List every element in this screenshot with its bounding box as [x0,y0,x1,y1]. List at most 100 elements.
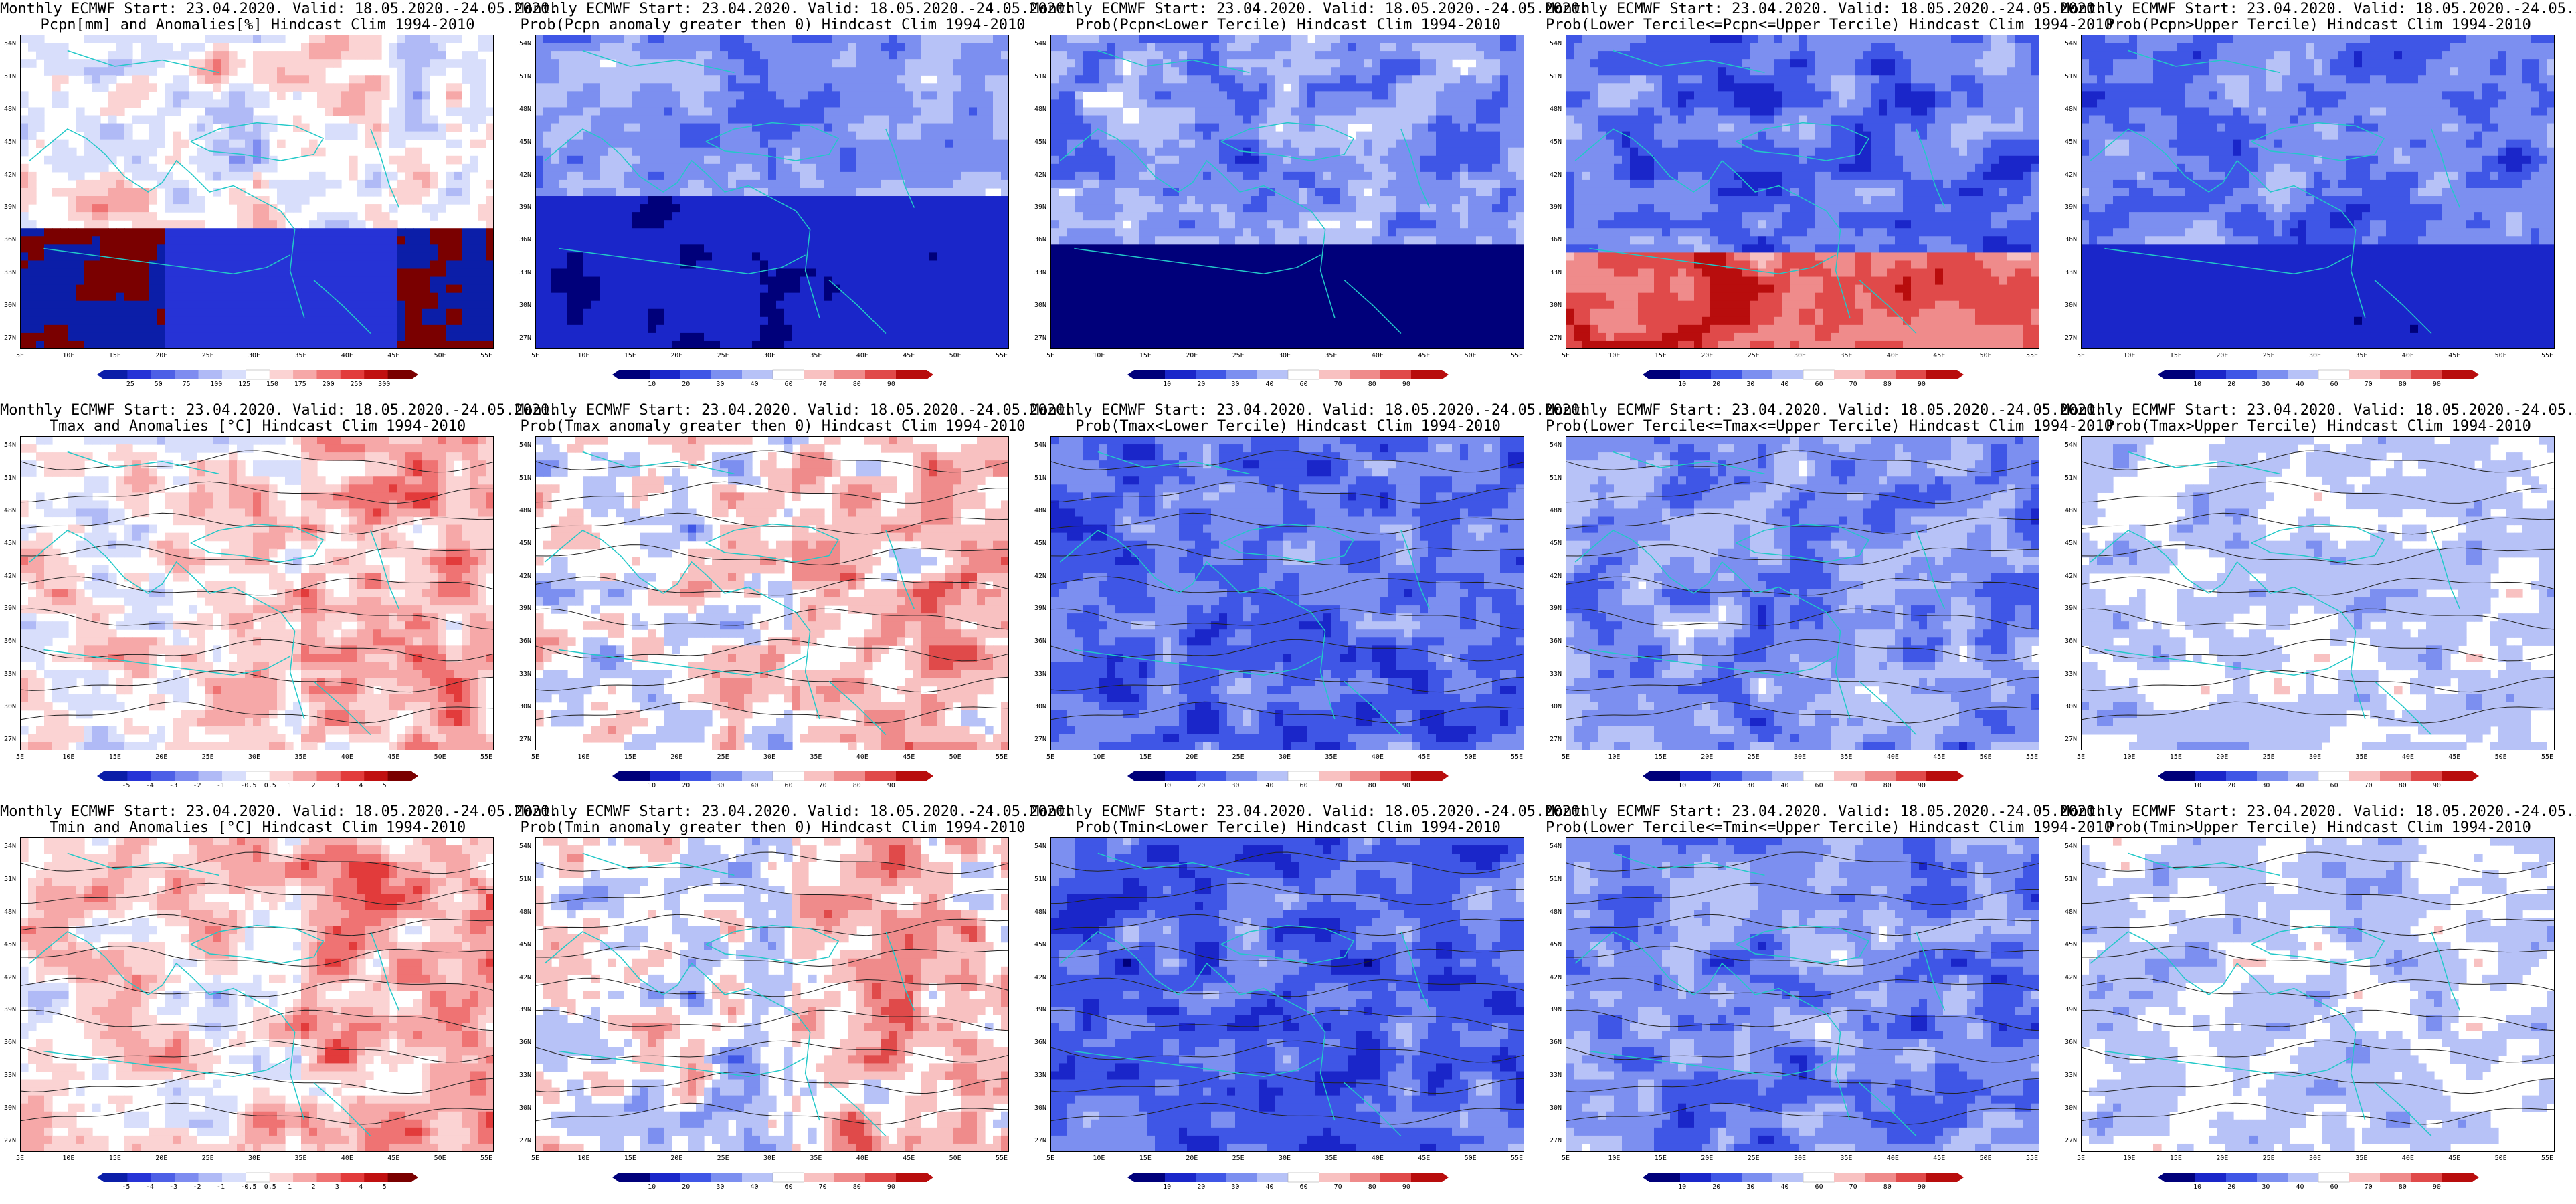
field-cell [848,179,857,189]
field-cell [141,75,149,84]
field-cell [381,236,390,245]
field-cell [792,332,801,342]
field-cell [1075,187,1083,197]
field-cell [977,75,986,84]
field-cell [1219,332,1228,342]
field-cell [969,276,978,286]
field-cell [616,155,624,165]
field-cell [197,123,205,132]
field-cell [237,308,246,318]
field-cell [1123,316,1131,326]
field-cell [237,228,246,237]
field-cell [189,228,197,237]
field-cell [1050,147,1059,157]
field-cell [1131,75,1139,84]
field-cell [656,292,664,302]
field-cell [349,276,358,286]
field-cell [285,284,294,294]
colorbar-tick-label: 125 [238,381,250,388]
field-cell [141,187,149,197]
field-cell [1155,43,1164,52]
field-cell [76,179,85,189]
field-cell [744,276,753,286]
field-cell [1059,83,1067,92]
field-cell [1107,228,1115,237]
field-cell [1163,252,1172,262]
field-cell [1115,332,1123,342]
field-cell [1123,43,1131,52]
field-cell [486,284,494,294]
field-cell [1001,252,1009,262]
field-cell [648,99,656,108]
field-cell [559,51,568,60]
field-cell [889,244,897,253]
field-cell [373,236,382,245]
field-cell [913,35,921,43]
field-cell [961,43,970,52]
field-cell [44,228,53,237]
field-cell [438,123,446,132]
field-cell [1059,163,1067,173]
field-cell [1163,228,1172,237]
field-cell [600,212,608,221]
field-cell [28,187,37,197]
field-cell [816,43,825,52]
field-cell [985,204,994,213]
field-cell [165,155,173,165]
field-cell [905,83,913,92]
colorbar-swatch [293,370,317,379]
field-cell [616,115,624,124]
field-cell [1195,276,1204,286]
field-cell [1067,99,1075,108]
field-cell [269,308,278,318]
field-cell [945,324,953,334]
field-cell [897,204,905,213]
field-cell [68,340,77,349]
field-cell [422,179,430,189]
field-cell [760,147,769,157]
field-cell [301,260,310,270]
field-cell [108,115,117,124]
field-cell [1171,332,1180,342]
field-cell [1179,252,1188,262]
field-cell [704,179,713,189]
field-cell [929,300,937,310]
field-cell [1195,268,1204,278]
field-cell [752,35,761,43]
field-cell [341,244,350,253]
field-cell [889,123,897,132]
field-cell [648,196,656,205]
field-cell [551,43,560,52]
field-cell [229,332,238,342]
field-cell [229,236,238,245]
field-cell [784,171,793,181]
field-cell [1001,244,1009,253]
field-cell [760,99,769,108]
field-cell [744,212,753,221]
field-cell [1155,244,1164,253]
field-cell [68,300,77,310]
longitude-label: 20E [155,352,167,359]
field-cell [397,316,406,326]
field-cell [293,292,302,302]
field-cell [985,99,994,108]
field-cell [108,123,117,132]
field-cell [704,300,713,310]
field-cell [454,316,462,326]
field-cell [1115,107,1123,116]
field-cell [92,260,101,270]
field-cell [189,155,197,165]
field-cell [221,244,229,253]
field-cell [624,324,632,334]
field-cell [44,316,53,326]
field-cell [969,35,978,43]
field-cell [1091,212,1099,221]
field-cell [969,212,978,221]
field-cell [535,244,544,253]
field-cell [864,99,873,108]
field-cell [28,115,37,124]
field-cell [913,284,921,294]
field-cell [381,276,390,286]
field-cell [969,163,978,173]
field-cell [897,268,905,278]
